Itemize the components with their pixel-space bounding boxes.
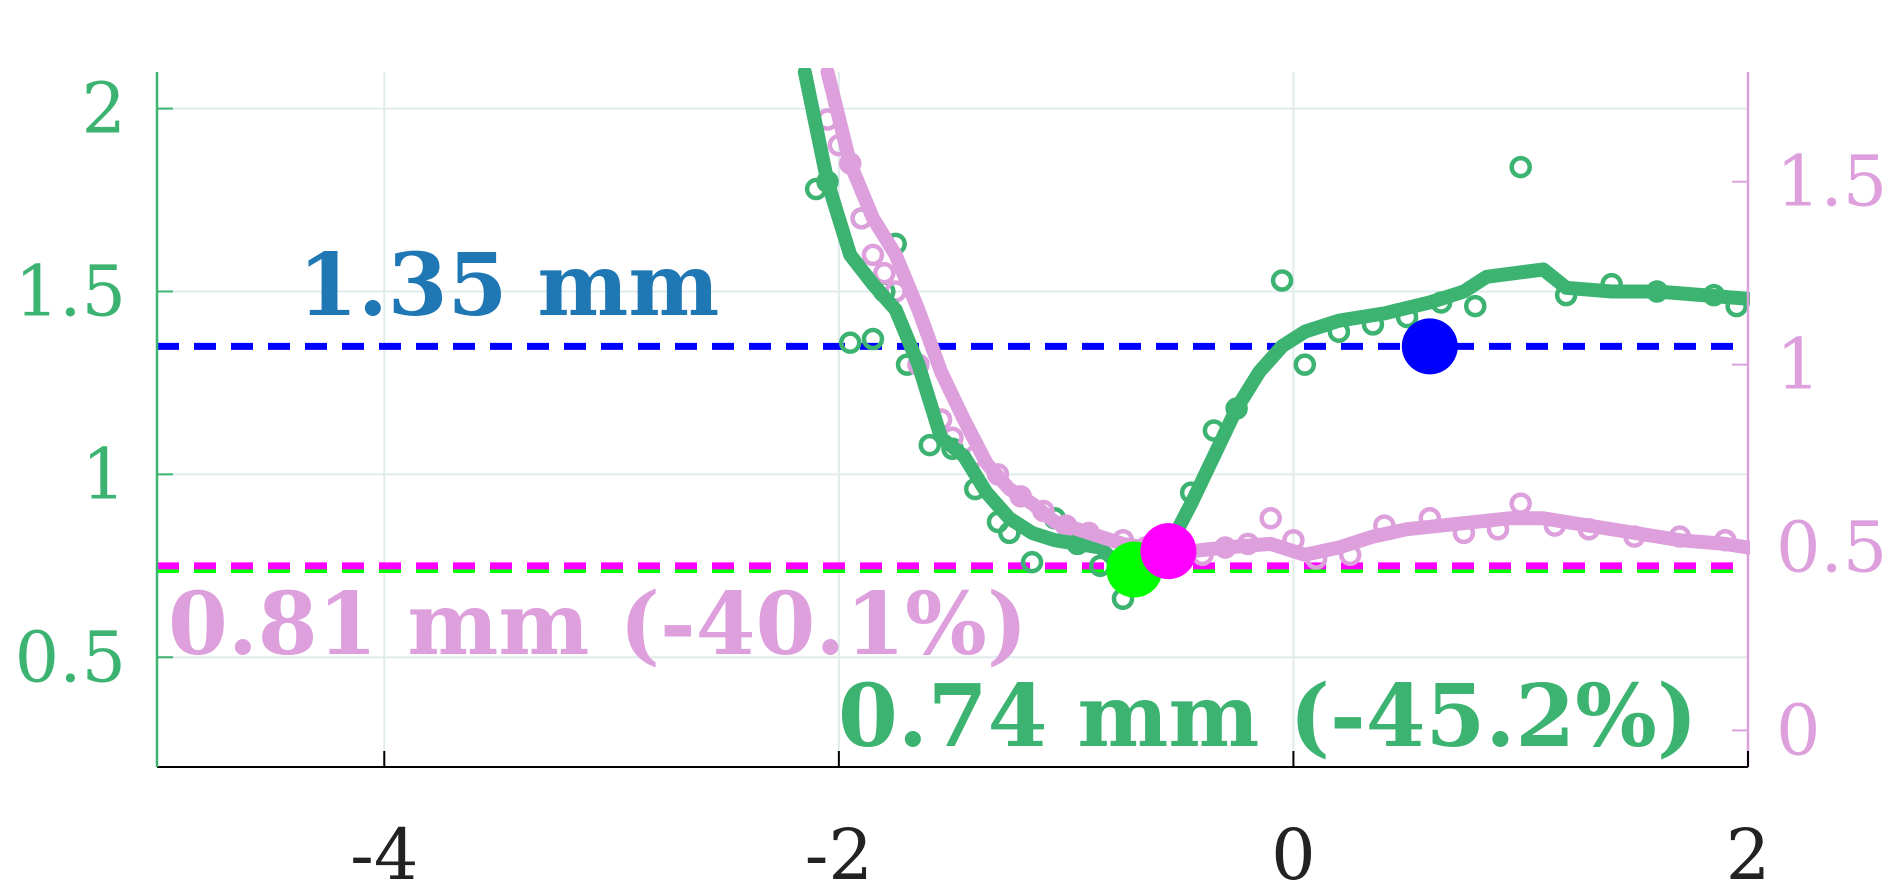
data-point <box>861 243 885 267</box>
series-line-group <box>797 68 1750 577</box>
axes <box>155 72 1750 768</box>
y-left-tick-label: 2 <box>81 68 126 150</box>
data-point <box>861 327 885 351</box>
series-scatter-group <box>816 108 1737 570</box>
y-right-tick-labels: 0 0.5 1 1.5 <box>1776 141 1887 772</box>
series-line <box>820 68 1750 562</box>
x-tick-label: 2 <box>1726 814 1771 885</box>
highlight-markers <box>1106 318 1458 598</box>
y-right-tick-label: 1.5 <box>1776 141 1887 223</box>
highlight-marker <box>1140 523 1197 580</box>
x-tick-label: -2 <box>805 814 873 885</box>
x-tick-labels: -4 -2 0 2 <box>350 814 1770 885</box>
data-point <box>1270 269 1294 292</box>
x-tick-label: -4 <box>350 814 418 885</box>
data-point <box>1464 294 1487 318</box>
y-left-tick-labels: 0.5 1 1.5 2 <box>15 68 126 699</box>
data-point <box>1293 353 1317 376</box>
y-right-tick-label: 0.5 <box>1776 507 1887 589</box>
data-point <box>1509 155 1532 179</box>
annotation-green-min: 0.74 mm (-45.2%) <box>838 666 1698 767</box>
series-group <box>797 68 1750 610</box>
y-left-tick-label: 1 <box>81 433 126 515</box>
data-point <box>838 331 862 354</box>
data-point <box>873 261 896 285</box>
data-point <box>1509 492 1532 515</box>
y-right-tick-label: 0 <box>1776 689 1821 771</box>
data-point <box>918 433 942 457</box>
series-line-group <box>820 68 1750 562</box>
y-left-tick-label: 1.5 <box>15 250 126 332</box>
data-point <box>1020 550 1044 574</box>
series-line <box>797 68 1750 577</box>
y-left-tick-label: 0.5 <box>15 616 126 698</box>
annotation-baseline: 1.35 mm <box>298 235 719 336</box>
data-point <box>1259 507 1282 530</box>
highlight-marker <box>1401 318 1458 375</box>
x-tick-label: 0 <box>1271 814 1316 885</box>
y-right-tick-label: 1 <box>1776 324 1821 406</box>
annotation-pink-min: 0.81 mm (-40.1%) <box>168 574 1028 675</box>
annotations: 1.35 mm 0.81 mm (-40.1%) 0.74 mm (-45.2%… <box>168 235 1698 767</box>
reference-lines <box>157 342 1748 573</box>
